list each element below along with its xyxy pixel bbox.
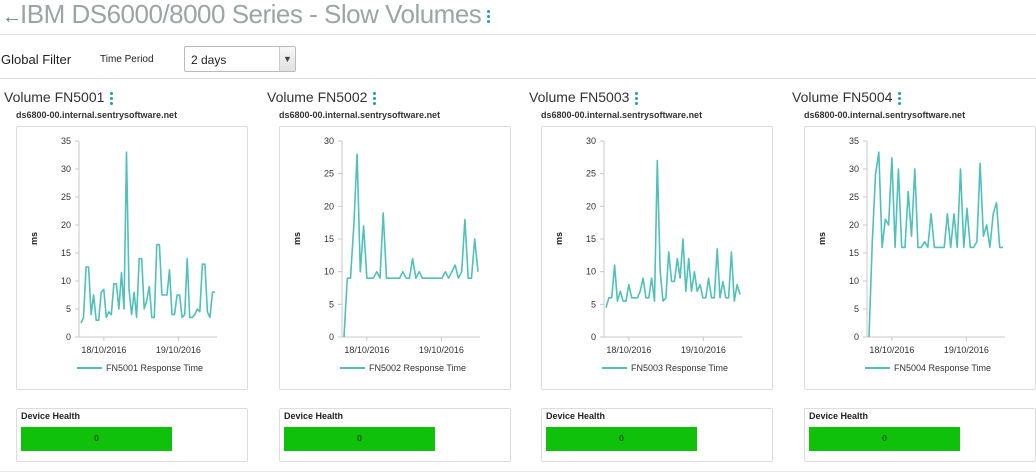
y-axis-label: ms [292,232,302,245]
x-tick-label: 18/10/2016 [606,345,651,355]
volume-title: Volume FN5004 [792,89,902,107]
volume-panel-1: Volume FN5001 ds6800-00.internal.sentrys… [0,86,262,466]
page-title: IBM DS6000/8000 Series - Slow Volumes [20,0,491,30]
legend-label: FN5001 Response Time [106,363,203,373]
y-tick-label: 10 [61,276,71,286]
y-tick-label: 15 [586,234,596,244]
y-tick-label: 20 [586,201,596,211]
series-line [868,151,1003,338]
y-tick-label: 25 [324,169,334,179]
x-tick-label: 18/10/2016 [81,345,126,355]
device-health-box: Device Health 0 [541,408,773,462]
divider [0,34,1036,35]
device-health-bar[interactable]: 0 [21,427,172,451]
x-tick-label: 19/10/2016 [944,345,989,355]
y-tick-label: 0 [591,332,596,342]
y-tick-label: 35 [849,136,859,146]
series-line [605,159,741,308]
volume-title: Volume FN5001 [4,89,114,107]
y-axis-label: ms [554,232,564,245]
legend-label: FN5003 Response Time [631,363,728,373]
y-tick-label: 5 [329,299,334,309]
host-label: ds6800-00.internal.sentrysoftware.net [279,110,441,120]
y-tick-label: 10 [849,276,859,286]
device-health-bar[interactable]: 0 [284,427,435,451]
divider [0,471,1036,472]
device-health-box: Device Health 0 [804,408,1036,462]
x-tick-label: 19/10/2016 [681,345,726,355]
host-label: ds6800-00.internal.sentrysoftware.net [541,110,703,120]
x-tick-label: 18/10/2016 [344,345,389,355]
y-tick-label: 10 [586,267,596,277]
volume-panel-3: Volume FN5003 ds6800-00.internal.sentrys… [525,86,787,466]
page-header: ← IBM DS6000/8000 Series - Slow Volumes [0,0,1036,32]
y-tick-label: 20 [849,220,859,230]
device-health-label: Device Health [21,411,81,421]
chart-svg: 0 5 10 15 20 25 30 35 ms 18/10/2016 19/10/2016 FN50… [29,136,217,373]
y-tick-label: 0 [329,332,334,342]
y-tick-label: 30 [586,136,596,146]
y-tick-label: 0 [854,332,859,342]
page-menu-icon[interactable] [487,8,491,25]
time-period-select[interactable]: 2 days ▼ [184,46,296,72]
y-tick-label: 0 [66,332,71,342]
device-health-bar[interactable]: 0 [546,427,697,451]
host-label: ds6800-00.internal.sentrysoftware.net [804,110,966,120]
global-filter-label: Global Filter [1,52,72,67]
device-health-box: Device Health 0 [16,408,248,462]
x-tick-label: 19/10/2016 [419,345,464,355]
y-axis-label: ms [29,232,39,245]
volume-title: Volume FN5003 [529,89,639,107]
chart-svg: 0 5 10 15 20 25 30 35 ms 18/10/2016 19/10/2016 FN50… [817,136,1005,373]
device-health-label: Device Health [284,411,344,421]
host-label: ds6800-00.internal.sentrysoftware.net [16,110,178,120]
y-axis-label: ms [817,232,827,245]
series-line [343,153,479,338]
legend-label: FN5002 Response Time [369,363,466,373]
y-tick-label: 15 [61,248,71,258]
volume-panel-2: Volume FN5002 ds6800-00.internal.sentrys… [263,86,525,466]
arrow-left-icon[interactable]: ← [2,6,22,28]
panel-menu-icon[interactable] [373,90,377,107]
x-tick-label: 19/10/2016 [156,345,201,355]
device-health-label: Device Health [546,411,606,421]
divider [0,78,1036,79]
panel-menu-icon[interactable] [110,90,114,107]
chart-svg: 0 5 10 15 20 25 30 ms 18/10/2016 19/10/2016 FN5003… [554,136,742,373]
volume-panel-4: Volume FN5004 ds6800-00.internal.sentrys… [788,86,1036,466]
y-tick-label: 30 [849,164,859,174]
device-health-label: Device Health [809,411,869,421]
series-line [80,151,215,324]
panel-menu-icon[interactable] [635,90,639,107]
response-time-chart: 0 5 10 15 20 25 30 ms 18/10/2016 19/10/2016 FN5002… [279,126,511,390]
y-tick-label: 25 [586,169,596,179]
time-period-label: Time Period [100,54,154,65]
response-time-chart: 0 5 10 15 20 25 30 35 ms 18/10/2016 19/10/2016 FN50… [16,126,248,390]
y-tick-label: 5 [854,304,859,314]
volume-title: Volume FN5002 [267,89,377,107]
device-health-box: Device Health 0 [279,408,511,462]
legend-label: FN5004 Response Time [894,363,991,373]
response-time-chart: 0 5 10 15 20 25 30 35 ms 18/10/2016 19/10/2016 FN50… [804,126,1036,390]
y-tick-label: 35 [61,136,71,146]
response-time-chart: 0 5 10 15 20 25 30 ms 18/10/2016 19/10/2016 FN5003… [541,126,773,390]
y-tick-label: 10 [324,267,334,277]
chevron-down-icon[interactable]: ▼ [279,47,295,71]
chart-svg: 0 5 10 15 20 25 30 ms 18/10/2016 19/10/2016 FN5002… [292,136,480,373]
y-tick-label: 15 [849,248,859,258]
y-tick-label: 20 [324,201,334,211]
y-tick-label: 20 [61,220,71,230]
y-tick-label: 15 [324,234,334,244]
x-tick-label: 18/10/2016 [869,345,914,355]
y-tick-label: 25 [849,192,859,202]
time-period-value: 2 days [191,53,227,67]
y-tick-label: 30 [324,136,334,146]
device-health-bar[interactable]: 0 [809,427,960,451]
y-tick-label: 5 [591,299,596,309]
y-tick-label: 5 [66,304,71,314]
panel-menu-icon[interactable] [898,90,902,107]
y-tick-label: 25 [61,192,71,202]
y-tick-label: 30 [61,164,71,174]
